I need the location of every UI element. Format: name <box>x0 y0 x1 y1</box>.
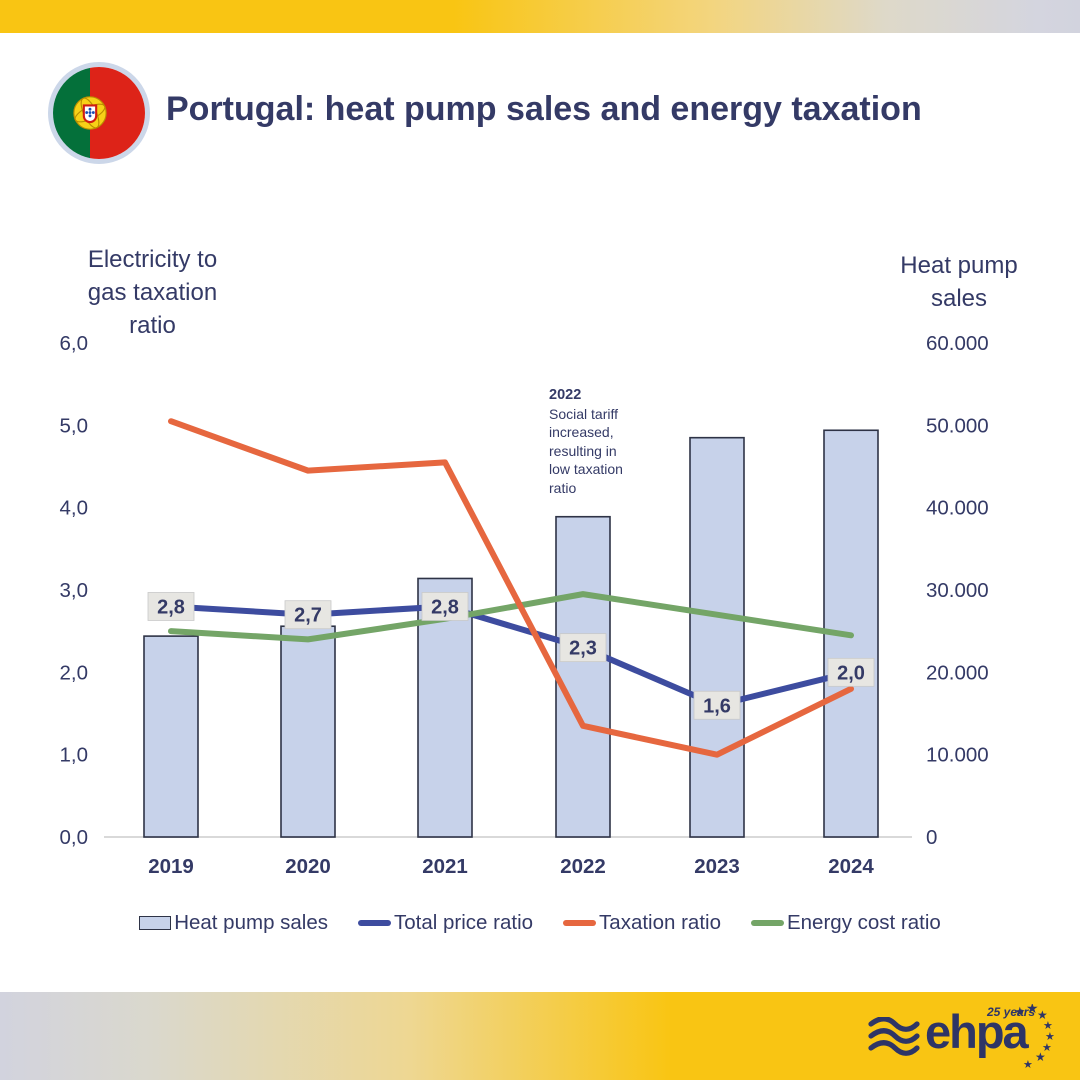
right-axis-tick: 50.000 <box>926 414 989 437</box>
point-label-box <box>693 690 741 720</box>
left-axis-tick: 4,0 <box>60 497 89 520</box>
svg-text:★: ★ <box>1026 1004 1039 1017</box>
svg-text:★: ★ <box>1023 1058 1033 1070</box>
line-swatch-icon <box>563 920 597 926</box>
right-axis-title-line: Heat pump <box>900 252 1018 279</box>
line-energy-cost-ratio <box>168 591 854 643</box>
left-axis-tick: 0,0 <box>60 826 89 849</box>
point-label-2022: 2,3 <box>569 638 597 660</box>
ehpa-logo: ehpa 25 years ★ ★ ★ ★ ★ ★ ★ ★ <box>868 1004 1054 1070</box>
x-axis-label-2021: 2021 <box>422 855 468 878</box>
x-axis-label-2023: 2023 <box>694 855 740 878</box>
left-axis-tick: 5,0 <box>60 414 89 437</box>
legend-item-taxation-ratio: Taxation ratio <box>563 911 721 935</box>
ehpa-anniversary-text: 25 years <box>987 1005 1036 1019</box>
annotation-2022: 2022 Social tariff increased, resulting … <box>549 386 669 497</box>
annotation-year: 2022 <box>549 387 582 403</box>
point-label-2019: 2,8 <box>157 596 185 618</box>
legend-item-energy-cost-ratio: Energy cost ratio <box>750 911 941 935</box>
line-taxation-ratio <box>168 418 854 758</box>
annotation-line: resulting in <box>549 442 617 459</box>
left-axis-title-line: ratio <box>129 312 176 339</box>
line-swatch-icon <box>750 920 784 926</box>
svg-text:★: ★ <box>1042 1041 1052 1054</box>
legend-item-heat-pump-sales: Heat pump sales <box>139 911 328 935</box>
x-axis-label-2019: 2019 <box>148 855 194 878</box>
annotation-line: increased, <box>549 424 614 440</box>
right-axis-tick: 30.000 <box>926 579 989 602</box>
annotation-line: low taxation <box>549 461 623 477</box>
x-axis-label-2024: 2024 <box>828 855 874 878</box>
right-axis-title: Heat pump sales <box>878 249 1040 315</box>
line-swatch-icon <box>358 920 392 926</box>
page-title: Portugal: heat pump sales and energy tax… <box>166 90 922 128</box>
point-label-2024: 2,0 <box>837 662 865 684</box>
left-axis-title: Electricity to gas taxation ratio <box>55 243 250 342</box>
point-label-2020: 2,7 <box>294 605 322 627</box>
legend-label: Taxation ratio <box>599 911 721 934</box>
left-axis-tick: 2,0 <box>60 661 89 684</box>
svg-text:★: ★ <box>1043 1019 1053 1032</box>
legend-label: Energy cost ratio <box>786 911 941 934</box>
annotation-line: ratio <box>549 479 577 496</box>
chart-legend: Heat pump sales Total price ratio Taxati… <box>0 911 1080 935</box>
bar-2022 <box>555 515 611 838</box>
ehpa-waves-icon <box>868 1017 920 1056</box>
right-axis-tick: 40.000 <box>926 497 989 520</box>
left-axis-tick: 3,0 <box>60 579 89 602</box>
right-axis-tick: 60.000 <box>926 332 989 355</box>
point-label-box <box>147 592 195 621</box>
bar-2020 <box>280 625 336 838</box>
left-axis-tick: 1,0 <box>60 744 89 767</box>
point-label-2021: 2,8 <box>431 596 459 618</box>
bar-2019 <box>143 635 199 838</box>
bar-2023 <box>689 436 745 838</box>
point-label-box <box>559 633 607 663</box>
right-axis-tick: 0 <box>926 826 937 849</box>
svg-text:★: ★ <box>1045 1030 1054 1043</box>
top-gradient-bar <box>0 0 1080 33</box>
svg-text:★: ★ <box>1035 1050 1046 1064</box>
right-axis-title-line: sales <box>930 285 988 312</box>
bottom-gradient-bar <box>0 992 1080 1080</box>
legend-label: Total price ratio <box>394 911 534 934</box>
portugal-flag-emblem <box>73 96 107 130</box>
point-label-box <box>827 657 875 687</box>
portugal-flag-icon <box>48 62 150 164</box>
eu-stars-icon: ★ ★ ★ ★ ★ ★ ★ ★ <box>1014 1004 1054 1070</box>
point-label-box <box>421 592 469 621</box>
left-axis-title-line: Electricity to <box>87 246 218 273</box>
annotation-line: Social tariff <box>549 405 618 422</box>
x-axis-label-2022: 2022 <box>560 855 606 878</box>
left-axis-tick: 6,0 <box>60 332 89 355</box>
point-label-2023: 1,6 <box>703 695 731 717</box>
left-axis-title-line: gas taxation <box>87 279 218 306</box>
svg-text:★: ★ <box>1037 1008 1048 1022</box>
point-label-box <box>284 600 332 630</box>
right-axis-tick: 10.000 <box>926 744 989 767</box>
x-axis-label-2020: 2020 <box>285 855 331 878</box>
bar-swatch-icon <box>139 916 172 930</box>
legend-label: Heat pump sales <box>174 911 329 934</box>
right-axis-tick: 20.000 <box>926 661 989 684</box>
legend-item-total-price-ratio: Total price ratio <box>358 911 533 935</box>
ehpa-brand-text: ehpa <box>925 1005 1029 1058</box>
svg-text:★: ★ <box>1014 1005 1026 1020</box>
